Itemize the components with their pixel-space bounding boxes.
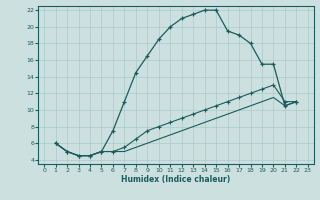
X-axis label: Humidex (Indice chaleur): Humidex (Indice chaleur) — [121, 175, 231, 184]
